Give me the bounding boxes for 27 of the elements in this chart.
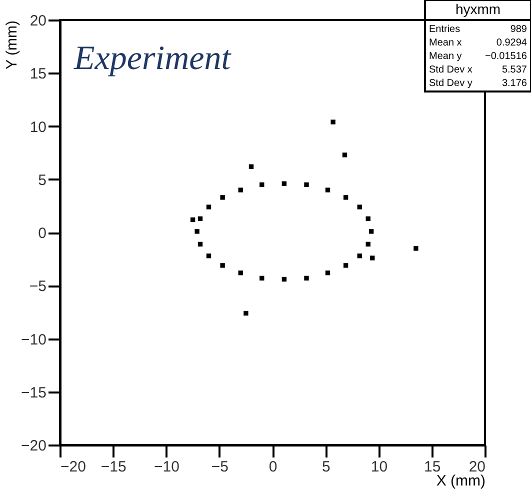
y-tick-label: −10: [21, 331, 46, 348]
x-tick-label: 20: [468, 458, 486, 476]
x-tick-label: −15: [100, 458, 126, 476]
x-tick-label: 0: [268, 458, 278, 476]
y-tick-label: −15: [21, 384, 46, 402]
y-tick-label: 10: [30, 118, 46, 136]
y-tick-label: 20: [30, 12, 46, 30]
text: Mean x 0.9294: [429, 37, 527, 48]
x-tick-label: −20: [60, 458, 86, 476]
y-tick-label: 5: [38, 172, 46, 189]
y-axis-title: Y (mm): [4, 20, 20, 70]
y-tick-label: 15: [30, 66, 46, 83]
y-tick-label: 0: [38, 225, 46, 242]
x-tick-label: −5: [211, 458, 228, 476]
text: hyxmm: [455, 1, 501, 17]
text: Std Dev y 3.176: [429, 78, 527, 89]
y-tick-label: −5: [29, 278, 46, 296]
x-tick-label: 15: [424, 458, 441, 476]
x-tick-label: 10: [370, 458, 388, 476]
x-tick-label: 5: [322, 458, 330, 476]
x-tick-label: −10: [154, 458, 180, 476]
text: Std Dev x 5.537: [429, 64, 527, 76]
x-axis-title: X (mm): [436, 472, 486, 490]
text: Mean y −0.01516: [429, 50, 527, 62]
text: Experiment: [73, 40, 232, 77]
text: Entries 989: [429, 24, 527, 35]
y-tick-label: −20: [21, 438, 46, 454]
